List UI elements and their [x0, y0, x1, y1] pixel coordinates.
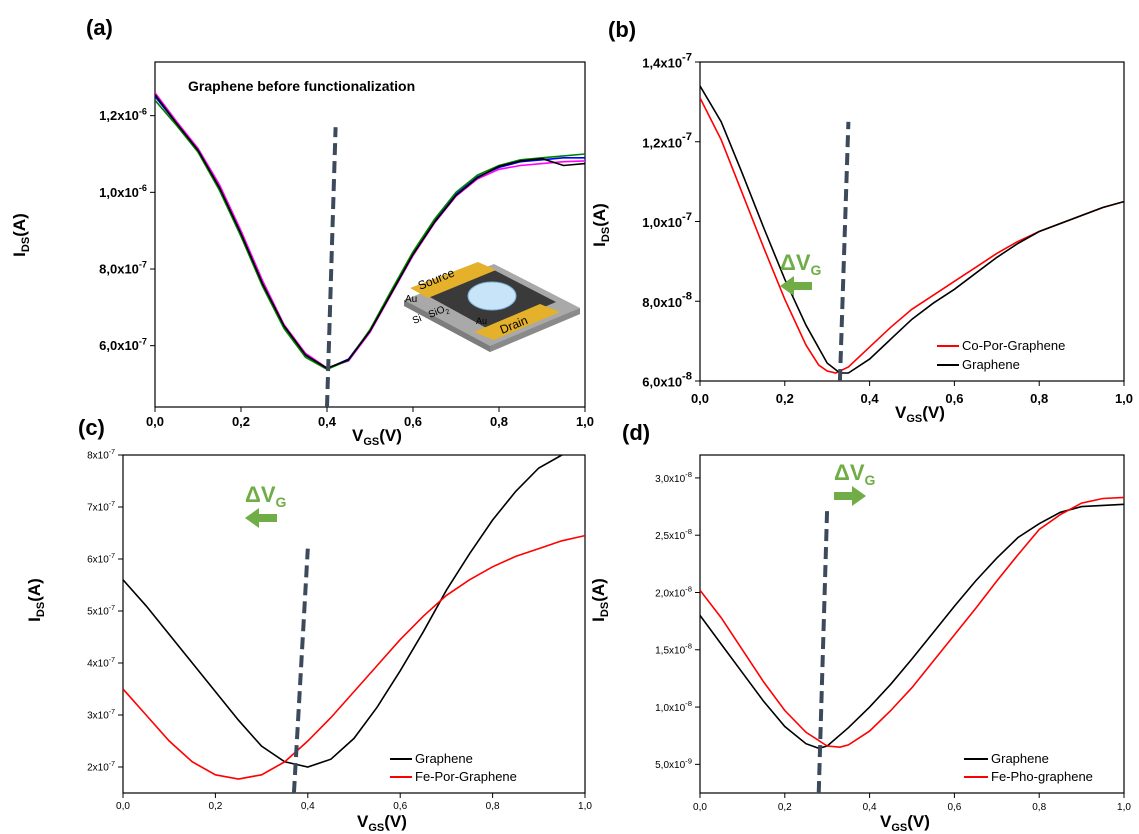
x-tick-label: 0,6 — [945, 391, 963, 406]
series-line-graphene — [700, 85, 1124, 374]
series-line-graphene — [123, 455, 565, 768]
x-tick-label: 0,4 — [861, 391, 880, 406]
droplet-icon — [467, 281, 517, 311]
x-tick-label: 0,0 — [116, 801, 130, 812]
x-tick-label: 0,4 — [863, 802, 877, 813]
y-tick-label: 2,5x10-8 — [655, 527, 692, 542]
plot-frame — [699, 61, 1125, 382]
dirac-point-line — [325, 127, 338, 408]
y-tick-label: 1,4x10-7 — [642, 51, 692, 70]
y-axis-title: IDS(A) — [10, 213, 32, 257]
x-tick-label: 1,0 — [576, 414, 594, 429]
svg-text:Si: Si — [411, 313, 423, 327]
y-tick-label: 2,0x10-8 — [655, 584, 692, 599]
y-tick-label: 8,0x10-7 — [99, 260, 147, 277]
series-line-graphene — [700, 503, 1124, 750]
plot-frame — [699, 454, 1125, 794]
panel-label: (c) — [78, 415, 105, 440]
x-tick-label: 0,8 — [1032, 802, 1046, 813]
legend-label: Fe-Por-Graphene — [415, 769, 517, 784]
dirac-point-line — [816, 506, 830, 794]
x-tick-label: 0,2 — [208, 801, 222, 812]
y-tick-label: 8x10-7 — [87, 449, 115, 462]
x-tick-label: 1,0 — [1117, 802, 1131, 813]
y-tick-label: 7x10-7 — [87, 501, 115, 514]
legend-label: Co-Por-Graphene — [962, 338, 1065, 353]
series-line-fe-pho-graphene — [700, 496, 1124, 749]
legend-label: Graphene — [991, 751, 1049, 766]
chart-panel-b: (b) 0,0 0,2 0,4 0,6 0,8 1,0 6,0x10-8 8,0x10-8 1,0… — [590, 17, 1133, 425]
delta-vg-arrow — [780, 276, 812, 296]
y-tick-label: 5,0x10-9 — [655, 756, 692, 771]
series-line-fe-por-graphene — [123, 534, 585, 780]
x-tick-label: 0,0 — [691, 391, 709, 406]
x-axis-title: VGS(V) — [895, 403, 945, 425]
x-axis-title: VGS(V) — [880, 812, 930, 834]
y-tick-label: 1,0x10-7 — [642, 211, 692, 230]
legend-label: Graphene — [415, 751, 473, 766]
dirac-point-line — [837, 121, 851, 382]
series-line-3 — [155, 94, 585, 370]
y-tick-label: 6x10-7 — [87, 553, 115, 566]
x-tick-label: 0,6 — [393, 801, 407, 812]
x-tick-label: 0,8 — [1030, 391, 1048, 406]
y-tick-label: 6,0x10-7 — [99, 336, 147, 353]
plot-frame — [154, 61, 586, 408]
y-tick-label: 2x10-7 — [87, 761, 115, 774]
y-tick-label: 6,0x10-8 — [642, 370, 692, 389]
x-tick-label: 0,8 — [486, 801, 500, 812]
delta-vg-arrow — [834, 486, 866, 506]
y-tick-label: 3,0x10-8 — [655, 470, 692, 485]
y-tick-label: 1,2x10-7 — [642, 131, 692, 150]
legend-label: Fe-Pho-graphene — [991, 769, 1093, 784]
dirac-point-line — [291, 548, 310, 794]
x-tick-label: 0,6 — [947, 802, 961, 813]
y-axis-title: IDS(A) — [25, 578, 47, 622]
y-tick-label: 3x10-7 — [87, 709, 115, 722]
series-line-co-por-graphene — [700, 97, 1124, 374]
chart-panel-d: (d) 0,0 0,2 0,4 0,6 0,8 1,0 5,0x10-9 1,0x10-8 1,5… — [589, 420, 1131, 834]
delta-vg-arrow — [245, 508, 277, 528]
delta-vg-label: ΔVG — [245, 482, 287, 510]
x-tick-label: 0,0 — [693, 802, 707, 813]
panel-label: (d) — [622, 420, 650, 445]
x-tick-label: 0,2 — [776, 391, 794, 406]
svg-text:Au: Au — [405, 294, 417, 305]
panel-label: (b) — [608, 17, 636, 42]
x-tick-label: 0,4 — [318, 414, 337, 429]
delta-vg-label: ΔVG — [780, 250, 822, 278]
delta-vg-label: ΔVG — [834, 460, 876, 488]
y-tick-label: 5x10-7 — [87, 605, 115, 618]
x-tick-label: 1,0 — [1115, 391, 1133, 406]
x-tick-label: 1,0 — [578, 801, 592, 812]
x-axis-title: VGS(V) — [352, 426, 402, 448]
y-tick-label: 1,2x10-6 — [99, 106, 147, 123]
x-tick-label: 0,2 — [232, 414, 250, 429]
x-tick-label: 0,8 — [490, 414, 508, 429]
y-tick-label: 1,0x10-8 — [655, 699, 692, 714]
y-tick-label: 1,5x10-8 — [655, 642, 692, 657]
y-tick-label: 1,0x10-6 — [99, 183, 147, 200]
y-axis-title: IDS(A) — [590, 203, 612, 247]
x-tick-label: 0,6 — [404, 414, 422, 429]
plot-frame — [122, 454, 586, 794]
x-axis-title: VGS(V) — [357, 812, 407, 834]
panel-label: (a) — [86, 15, 113, 40]
x-tick-label: 0,0 — [146, 414, 164, 429]
y-axis-title: IDS(A) — [589, 578, 611, 622]
y-tick-label: 8,0x10-8 — [642, 291, 692, 310]
x-tick-label: 0,4 — [301, 801, 315, 812]
legend-label: Graphene — [962, 357, 1020, 372]
chart-title: Graphene before functionalization — [188, 78, 415, 94]
y-tick-label: 4x10-7 — [87, 657, 115, 670]
chart-panel-a: (a) Graphene before functionalization 0,0 0… — [10, 15, 594, 448]
x-tick-label: 0,2 — [778, 802, 792, 813]
svg-text:Au: Au — [476, 316, 487, 326]
chart-panel-c: (c) 0,0 0,2 0,4 0,6 0,8 1,0 2x10-7 3x10-7 4x10-7 5… — [25, 415, 592, 834]
